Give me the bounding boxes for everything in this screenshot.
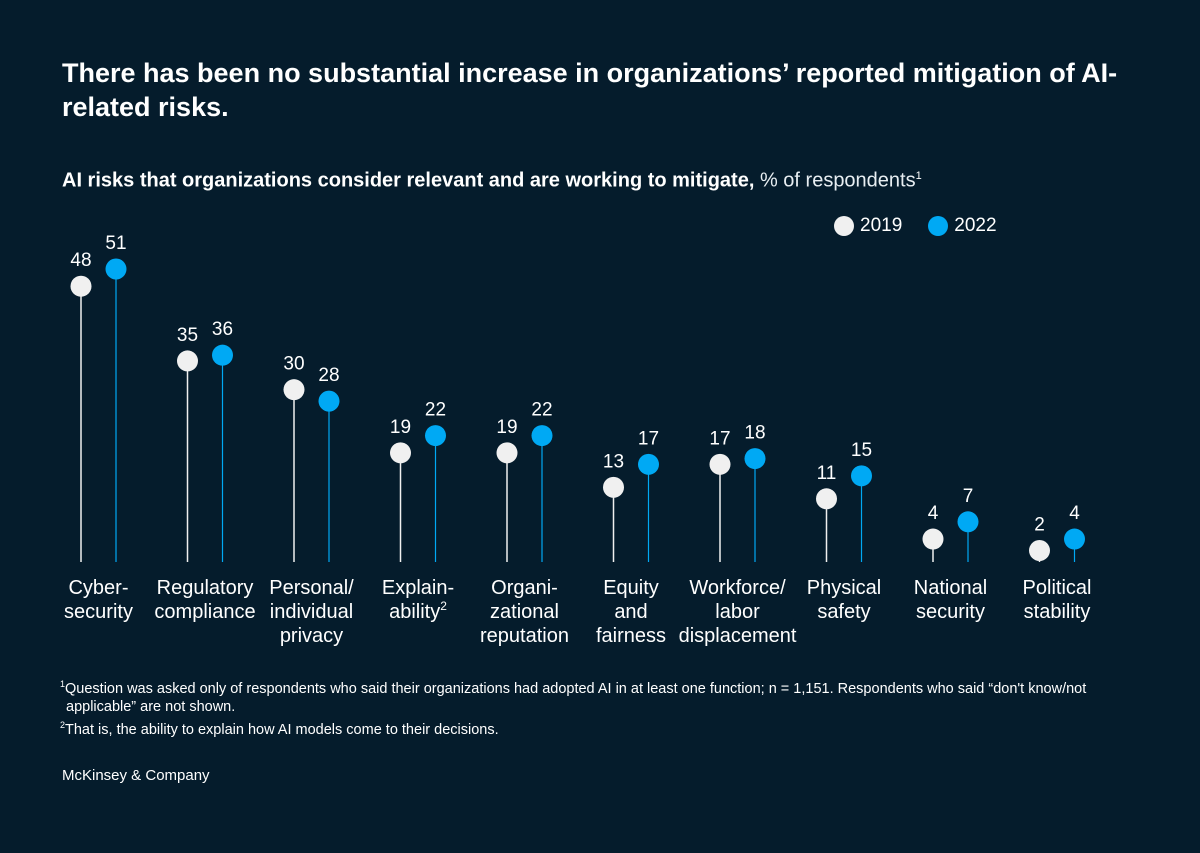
value-label-2019-1: 35 [177,325,198,346]
category-label-6-2: displacement [679,625,797,647]
dot-2019-6 [709,453,731,475]
category-label-8-0: National [914,577,987,599]
dot-2019-9 [1029,540,1050,562]
footnotes: 1Question was asked only of respondents … [60,675,1140,739]
chart-legend: 2019 2022 [834,215,997,237]
value-label-2022-6: 18 [744,423,765,444]
dot-2022-1 [212,344,233,366]
legend-label-2019: 2019 [860,215,903,236]
category-label-0-0: Cyber- [68,577,128,599]
brand-logo-text: McKinsey & Company [62,767,210,784]
category-label-5-2: fairness [596,625,666,647]
dot-2019-7 [816,488,837,510]
category-label-9-1: stability [1024,601,1091,623]
dot-2022-2 [318,390,340,412]
value-label-2022-9: 4 [1069,503,1080,524]
footnote-1-marker: 1 [60,679,66,689]
chart-subtitle: AI risks that organizations consider rel… [62,163,1142,194]
dot-2022-5 [638,453,659,475]
dot-2022-0 [105,258,127,280]
legend-label-2022: 2022 [954,215,997,236]
legend-dot-2022 [928,216,949,236]
category-label-1-0: Regulatory [157,577,254,599]
value-label-2019-9: 2 [1034,515,1045,536]
footnote-2-text: That is, the ability to explain how AI m… [65,721,499,738]
footnote-1: 1Question was asked only of respondents … [60,675,1140,716]
value-label-2022-7: 15 [851,440,872,461]
value-label-2019-6: 17 [709,428,730,449]
category-label-4-2: reputation [480,625,569,647]
legend-item-2022: 2022 [928,215,997,237]
category-label-0-1: security [64,601,133,623]
legend-item-2019: 2019 [834,215,902,237]
category-label-7-1: safety [817,601,870,623]
dot-2019-1 [177,350,198,372]
dot-2019-2 [283,379,305,401]
dot-2019-5 [603,476,624,498]
category-label-3-1: ability2 [389,599,447,623]
category-label-5-0: Equity [603,577,659,599]
category-label-9-0: Political [1023,577,1092,599]
dot-2019-0 [70,275,92,297]
footnote-1-text: Question was asked only of respondents w… [65,680,1087,715]
dot-2022-9 [1064,528,1085,550]
value-label-2022-1: 36 [212,319,233,340]
dot-2022-6 [744,448,766,470]
dot-2022-3 [425,425,446,447]
value-label-2022-0: 51 [105,233,126,254]
value-label-2019-2: 30 [283,354,304,375]
value-label-2019-8: 4 [928,503,939,524]
value-label-2019-7: 11 [817,463,837,484]
category-label-2-1: individual [270,601,353,623]
category-label-6-0: Workforce/ [689,577,786,599]
category-label-4-0: Organi- [491,577,558,599]
subtitle-bold: AI risks that organizations consider rel… [62,169,755,192]
value-label-2022-3: 22 [425,400,446,421]
dot-2022-4 [531,425,553,447]
value-label-2019-3: 19 [390,417,411,438]
page-title: There has been no substantial increase i… [62,58,1118,122]
category-label-4-1: zational [490,601,559,623]
subtitle-footnote-ref: 1 [915,170,922,182]
dot-2019-3 [390,442,411,464]
value-label-2019-5: 13 [603,451,624,472]
dot-2022-7 [851,465,872,487]
category-label-5-1: and [614,601,647,623]
value-label-2019-4: 19 [496,417,517,438]
category-label-7-0: Physical [807,577,881,599]
category-label-2-0: Personal/ [269,577,354,599]
footnote-2: 2That is, the ability to explain how AI … [60,716,1140,739]
value-label-2022-5: 17 [638,428,659,449]
dot-2019-4 [496,442,518,464]
dot-2022-8 [957,511,979,533]
dot-2019-8 [922,528,944,550]
category-label-1-1: compliance [154,601,255,623]
subtitle-unit: % of respondents [759,169,916,192]
value-label-2022-4: 22 [531,400,552,421]
footnote-2-marker: 2 [60,719,66,730]
value-label-2022-2: 28 [318,365,339,386]
value-label-2022-8: 7 [963,486,974,507]
category-label-3-0: Explain- [382,577,454,599]
category-label-8-1: security [916,601,985,623]
value-label-2019-0: 48 [70,250,91,271]
category-label-2-2: privacy [280,625,343,647]
category-label-6-1: labor [715,601,760,623]
legend-dot-2019 [834,216,854,236]
